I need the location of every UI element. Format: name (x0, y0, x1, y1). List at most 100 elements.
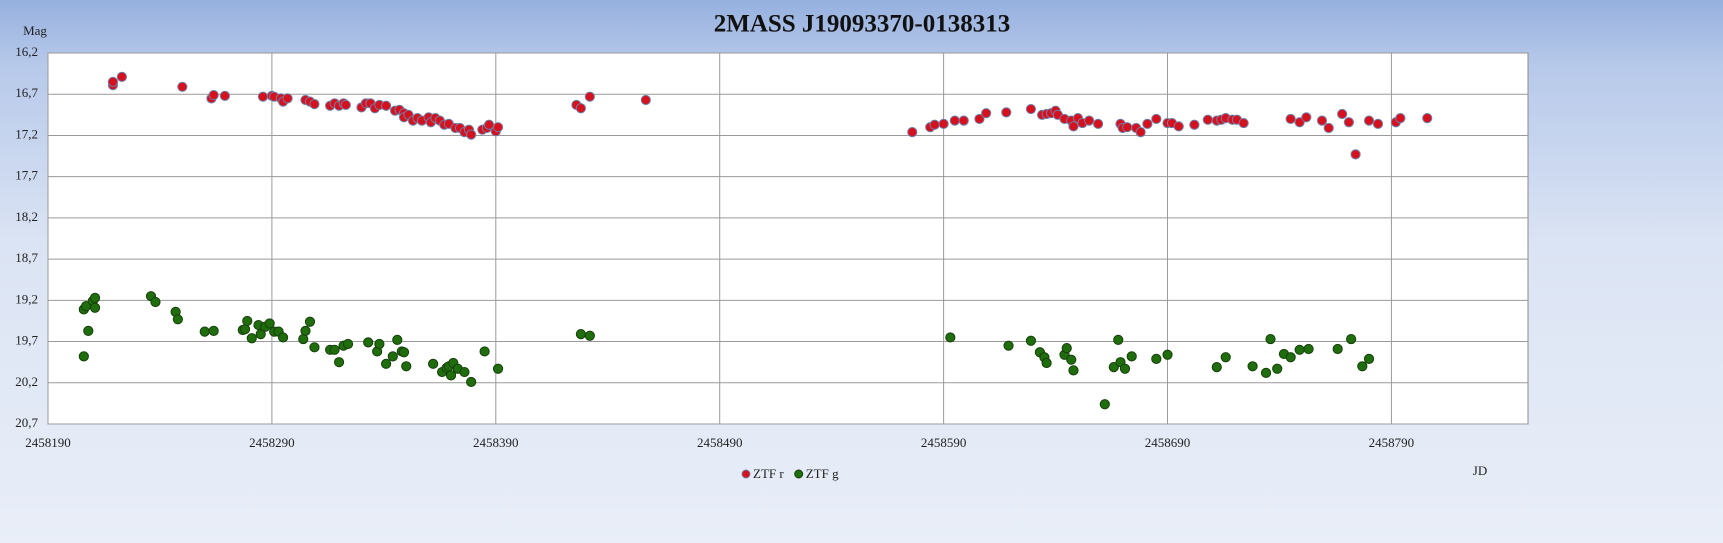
data-point (1220, 352, 1231, 363)
data-point (640, 94, 651, 106)
data-point (89, 302, 101, 313)
plot-area (47, 52, 1529, 425)
data-point (1001, 107, 1012, 118)
data-point (445, 370, 457, 381)
data-point (584, 330, 595, 341)
data-point (938, 118, 949, 130)
x-tick-label: 2458190 (25, 435, 71, 450)
data-point (172, 314, 183, 325)
data-point (428, 358, 439, 369)
data-point (1265, 333, 1276, 345)
data-point (575, 329, 586, 340)
data-point (242, 315, 253, 327)
data-point (1142, 118, 1153, 130)
data-point (466, 129, 477, 140)
data-point (282, 93, 293, 104)
data-point (1068, 365, 1079, 376)
y-tick-label: 18,2 (15, 209, 38, 224)
data-point (459, 366, 470, 378)
data-point (387, 351, 398, 362)
data-point (1357, 361, 1368, 372)
data-point (304, 316, 316, 327)
data-point (374, 338, 385, 350)
y-tick-label: 18,7 (15, 250, 38, 265)
y-tick-label: 16,7 (15, 85, 38, 100)
data-point (1343, 117, 1354, 128)
data-point (466, 376, 477, 388)
data-point (1422, 113, 1433, 124)
x-tick-label: 2458790 (1369, 435, 1415, 450)
data-point (208, 325, 219, 336)
data-point (1119, 363, 1131, 374)
data-point (177, 81, 188, 92)
data-point (1173, 121, 1184, 132)
data-point (1211, 362, 1222, 373)
data-point (380, 358, 392, 369)
data-point (1316, 115, 1328, 126)
x-axis-label: JD (1473, 463, 1487, 478)
data-point (380, 100, 392, 111)
data-point (1247, 361, 1258, 372)
legend-marker (741, 469, 751, 479)
data-point (392, 334, 403, 346)
data-point (1301, 112, 1312, 123)
data-point (1272, 363, 1283, 374)
data-point (1003, 340, 1014, 351)
x-tick-label: 2458590 (921, 435, 967, 450)
data-point (492, 363, 504, 374)
data-point (300, 325, 311, 336)
data-point (107, 76, 119, 87)
data-point (1238, 117, 1249, 129)
data-point (584, 91, 595, 102)
data-point (974, 113, 985, 125)
data-point (1025, 103, 1037, 115)
legend-label: ZTF g (806, 466, 839, 481)
data-point (401, 361, 412, 372)
data-point (945, 332, 956, 343)
data-point (1294, 344, 1305, 355)
data-point (1350, 149, 1361, 160)
data-point (1363, 353, 1375, 364)
data-point (1303, 343, 1314, 355)
data-point (333, 357, 345, 368)
data-point (1122, 122, 1133, 133)
data-point (309, 342, 320, 353)
chart-title: 2MASS J19093370-0138313 (714, 11, 1011, 38)
y-tick-label: 17,2 (15, 126, 38, 141)
data-point (116, 71, 127, 83)
data-point (398, 347, 410, 358)
data-point (1113, 334, 1124, 346)
data-point (239, 324, 251, 335)
data-point (219, 90, 230, 101)
y-tick-label: 20,7 (15, 415, 38, 430)
data-point (363, 337, 374, 348)
data-point (1093, 118, 1104, 130)
data-point (981, 108, 992, 119)
data-point (1151, 113, 1162, 125)
y-tick-label: 19,7 (15, 333, 38, 348)
data-point (246, 333, 257, 344)
data-point (1084, 115, 1095, 126)
x-tick-label: 2458490 (697, 435, 743, 450)
data-point (342, 338, 354, 350)
data-point (1285, 352, 1296, 363)
y-tick-label: 17,7 (15, 168, 38, 183)
data-point (277, 332, 289, 343)
y-tick-label: 16,2 (15, 44, 38, 59)
data-point (1372, 118, 1384, 130)
data-point (1066, 354, 1077, 365)
data-point (257, 91, 269, 102)
data-point (340, 99, 351, 111)
data-point (208, 89, 219, 101)
data-point (150, 296, 161, 308)
data-point (1323, 122, 1334, 134)
data-point (1395, 113, 1406, 124)
data-point (1294, 117, 1305, 128)
data-point (1346, 333, 1357, 345)
data-point (1099, 399, 1110, 410)
data-point (1202, 114, 1213, 125)
x-tick-label: 2458690 (1145, 435, 1191, 450)
data-point (264, 318, 275, 329)
data-point (199, 326, 210, 337)
